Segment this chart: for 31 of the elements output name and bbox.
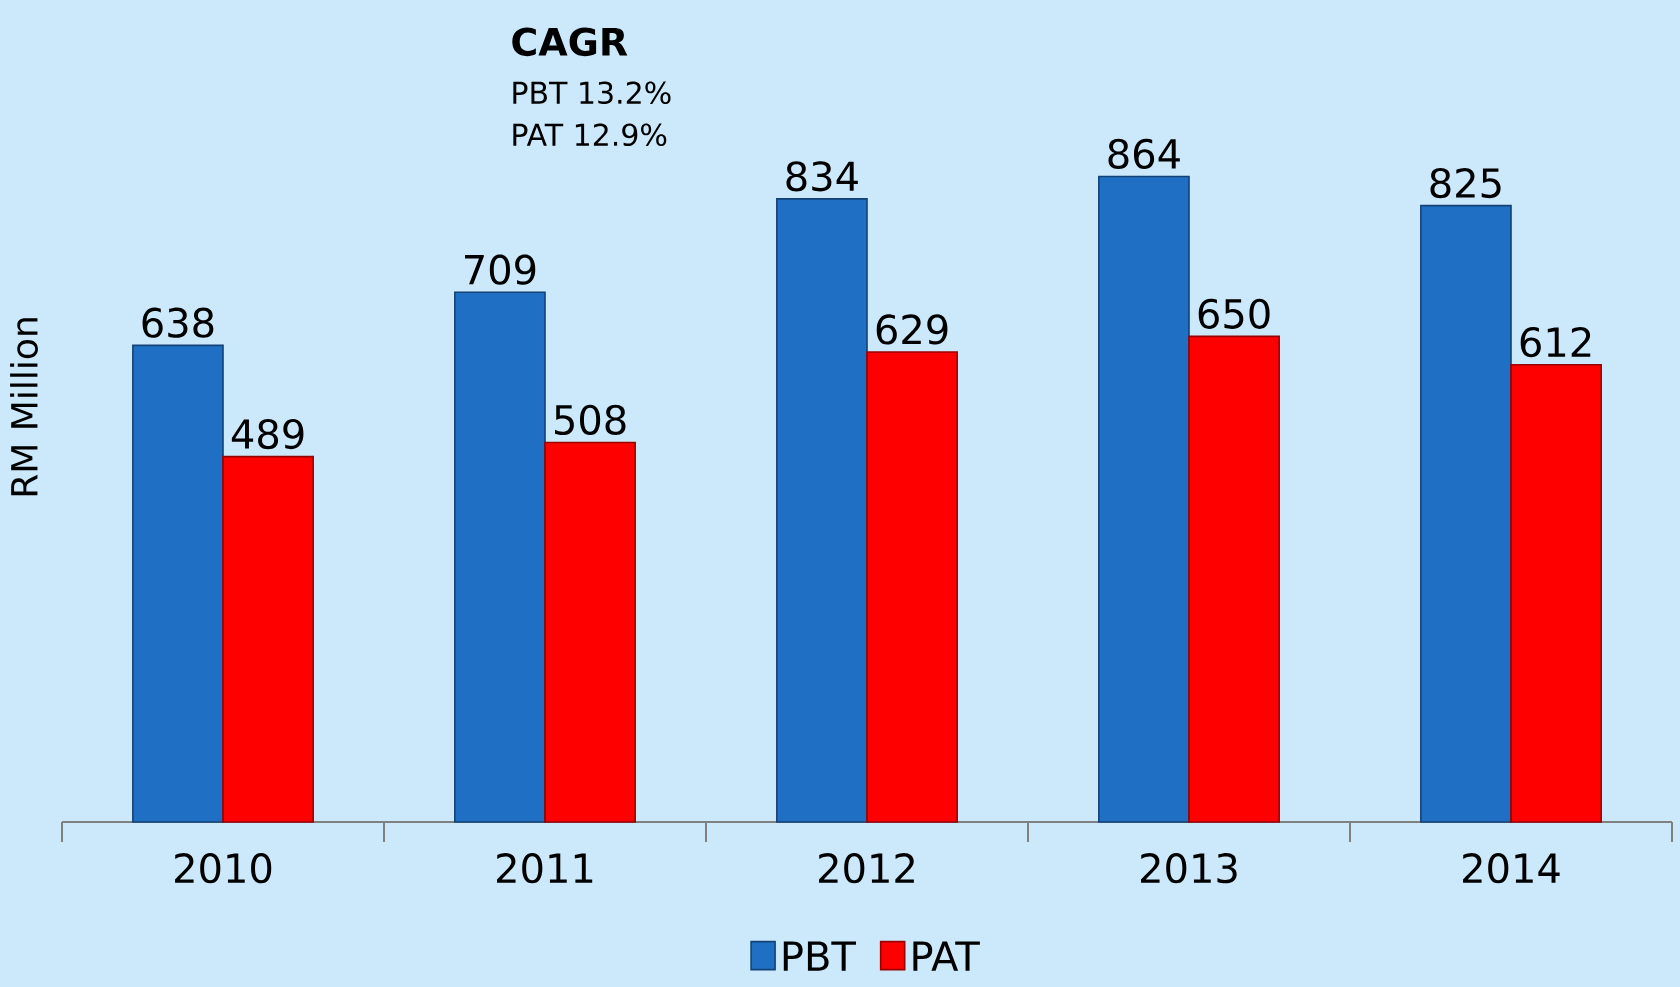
bar [866, 351, 958, 823]
y-axis-title: RM Million [10, 318, 38, 496]
data-label: 508 [554, 404, 626, 435]
data-label: 638 [142, 307, 214, 338]
bar [1420, 204, 1512, 823]
text: CAGR [512, 27, 628, 57]
data-label: 650 [1198, 298, 1270, 329]
bar [222, 455, 314, 823]
x-tick-label: 2013 [1141, 853, 1237, 884]
x-tick-label: 2010 [175, 853, 272, 884]
x-tick-label: 2014 [1463, 853, 1560, 884]
bar [1098, 175, 1190, 823]
data-label: 489 [231, 418, 304, 450]
bar [544, 441, 636, 823]
data-label: 709 [465, 254, 536, 285]
bar [1510, 363, 1602, 823]
data-label: 629 [876, 314, 948, 345]
bar [776, 198, 868, 823]
data-label: 612 [1520, 327, 1591, 358]
bar [1188, 335, 1280, 823]
text: PAT 12.9% [513, 123, 667, 147]
bar [132, 344, 224, 823]
data-label: 825 [1430, 167, 1501, 199]
x-tick-label: 2012 [819, 853, 914, 884]
legend-label: PBT [783, 941, 856, 971]
text: PBT 13.2% [513, 81, 671, 105]
data-label: 834 [786, 161, 858, 192]
legend-label: PAT [913, 941, 980, 971]
data-label: 864 [1108, 138, 1180, 169]
bar [454, 291, 546, 823]
x-tick-label: 2011 [497, 853, 593, 884]
